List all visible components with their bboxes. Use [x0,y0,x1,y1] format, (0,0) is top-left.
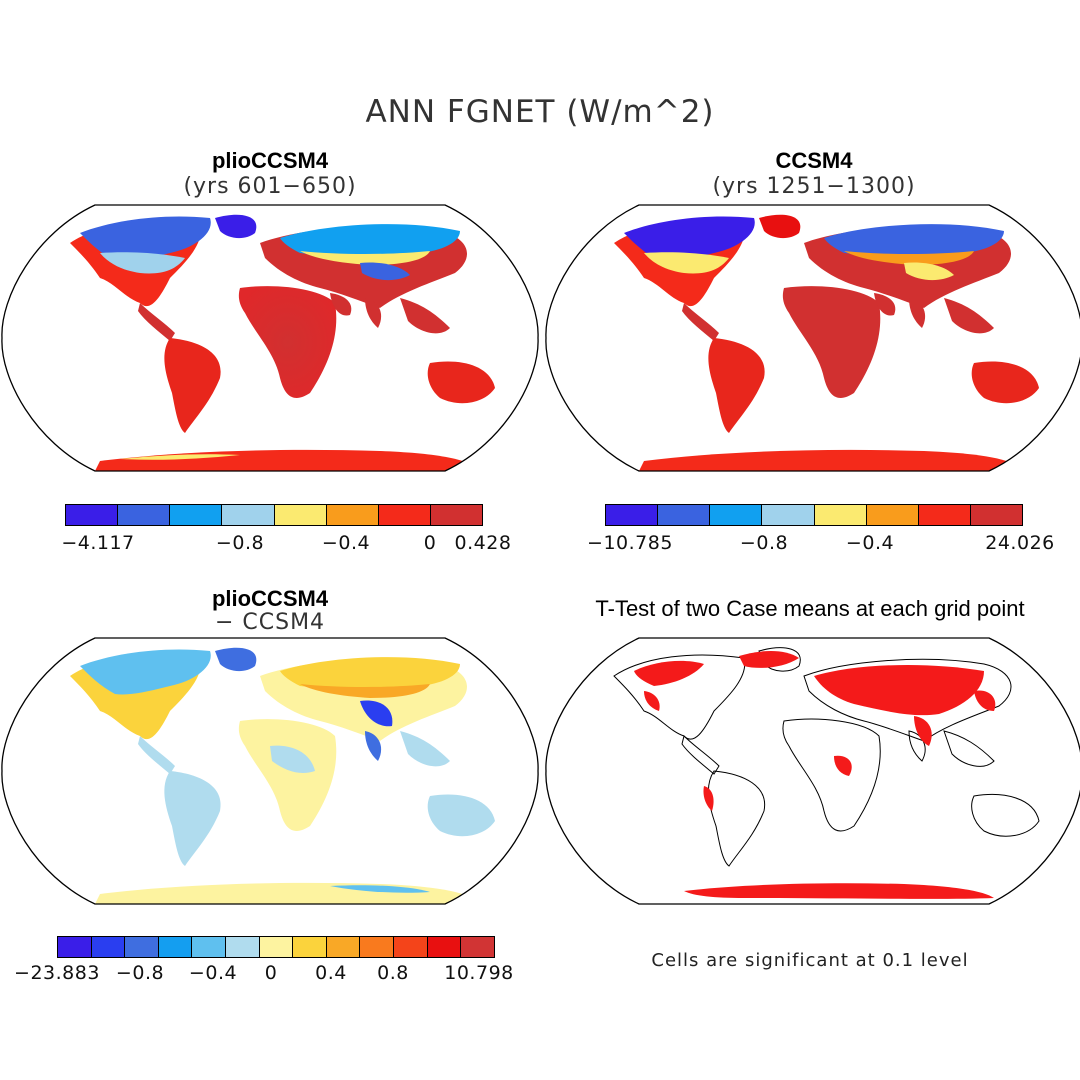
colorbar-1-tick-label: −0.8 [215,532,265,554]
colorbar-2-box [866,505,919,525]
panel-1-title: plioCCSM4 [211,148,329,173]
colorbar-3-box [293,937,327,957]
colorbar-3-box [461,937,494,957]
colorbar-3-tick-label: 0.8 [377,962,409,984]
panel-3-subtitle: − CCSM4 [214,610,326,635]
colorbar-1-box [118,505,171,525]
colorbar-1-box [66,505,119,525]
panel-4-title: T-Test of two Case means at each grid po… [595,596,1025,621]
colorbar-3-box [125,937,159,957]
colorbar-3-box [226,937,260,957]
colorbar-1-tick-label: 0 [423,532,437,554]
colorbar-3-tick-label: −0.4 [188,962,238,984]
colorbar-1-tick-label: −4.117 [61,532,135,554]
colorbar-3-box [192,937,227,957]
map-ttest [545,637,1080,905]
colorbar-3-box [394,937,428,957]
colorbar-2 [605,504,1023,526]
colorbar-1-box [326,505,379,525]
colorbar-1-tick-label: 0.428 [454,532,512,554]
panel-3-title: plioCCSM4 [211,586,329,611]
panel-2-subtitle: (yrs 1251−1300) [712,174,916,199]
colorbar-2-box [606,505,659,525]
colorbar-3-box [58,937,92,957]
colorbar-3-box [360,937,395,957]
map-pliocsm4 [1,204,539,472]
colorbar-3-box [427,937,462,957]
colorbar-2-box [658,505,711,525]
colorbar-2-tick-label: 24.026 [985,532,1055,554]
colorbar-3-box [158,937,193,957]
colorbar-3-box [259,937,294,957]
colorbar-2-box [814,505,867,525]
colorbar-3-tick-label: −0.8 [115,962,165,984]
colorbar-2-tick-label: −10.785 [587,532,673,554]
colorbar-1-box [378,505,431,525]
colorbar-3-tick-label: −23.883 [14,962,100,984]
map-ccsm4 [545,204,1080,472]
colorbar-3-tick-label: 10.798 [444,962,514,984]
colorbar-2-tick-label: −0.8 [739,532,789,554]
panel-2-title: CCSM4 [775,148,853,173]
colorbar-2-tick-label: −0.4 [845,532,895,554]
figure-title: ANN FGNET (W/m^2) [365,94,715,130]
colorbar-1-box [274,505,327,525]
colorbar-3-box [91,937,126,957]
significance-note: Cells are significant at 0.1 level [651,950,969,971]
colorbar-1-box [170,505,223,525]
colorbar-2-box [970,505,1022,525]
colorbar-3 [57,936,495,958]
colorbar-2-box [918,505,971,525]
panel-1-subtitle: (yrs 601−650) [183,174,357,199]
colorbar-3-tick-label: 0 [264,962,278,984]
colorbar-1-tick-label: −0.4 [321,532,371,554]
colorbar-2-box [710,505,763,525]
colorbar-1-box [222,505,275,525]
map-difference [1,637,539,905]
colorbar-3-tick-label: 0.4 [315,962,347,984]
colorbar-3-box [326,937,361,957]
colorbar-1-box [430,505,482,525]
colorbar-1 [65,504,483,526]
colorbar-2-box [762,505,815,525]
